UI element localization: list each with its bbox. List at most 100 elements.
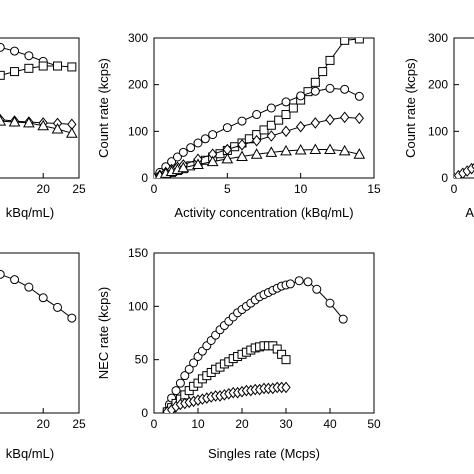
y-tick-label: 0: [141, 171, 148, 185]
data-point: [353, 148, 366, 159]
data-point: [178, 147, 188, 157]
x-tick-label: 30: [279, 417, 293, 431]
plot-frame: [153, 252, 375, 414]
data-point: [171, 386, 181, 396]
data-point: [193, 138, 203, 148]
series-circle: [154, 83, 364, 178]
x-tick-label: 50: [367, 417, 381, 431]
data-point: [340, 111, 350, 124]
x-tick-label: 0: [151, 417, 158, 431]
data-point: [340, 38, 350, 45]
series-circle: [162, 276, 348, 413]
data-point: [237, 116, 247, 126]
panel-top-middle: 0 5 10 15 0 100 200 300 Activity concentration (…: [96, 31, 381, 220]
data-point: [303, 277, 313, 287]
y-tick-label: 100: [128, 299, 148, 313]
y-axis-label: Count rate (kcps): [96, 58, 111, 158]
data-point: [10, 275, 20, 285]
data-point: [237, 139, 247, 151]
data-point: [65, 127, 78, 138]
data-point: [265, 146, 278, 157]
data-point: [288, 103, 298, 113]
data-point: [180, 371, 190, 381]
data-point: [309, 143, 322, 155]
data-point: [296, 120, 306, 133]
data-point: [189, 358, 199, 368]
data-point: [310, 86, 320, 96]
y-tick-label: 150: [128, 246, 148, 260]
data-point: [266, 120, 276, 130]
series-diamond: [162, 381, 291, 413]
data-point: [354, 38, 364, 44]
data-point: [38, 293, 48, 303]
data-point: [325, 298, 335, 308]
series-triangle: [154, 143, 366, 178]
panel-bottom-middle: 0 10 20 30 40 50 0 50 100 150 Singles rate (Mcps) N…: [96, 246, 381, 461]
data-point: [281, 355, 291, 365]
data-point: [222, 123, 232, 133]
data-point: [338, 144, 351, 156]
x-axis-label: A: [465, 205, 474, 220]
data-point: [38, 61, 48, 71]
data-point: [252, 110, 262, 120]
data-point: [24, 282, 34, 292]
x-tick-label: 15: [367, 182, 381, 196]
y-axis-label: Count rate (kcps): [403, 58, 418, 158]
y-tick-label: 300: [428, 31, 448, 45]
data-point: [221, 152, 234, 164]
data-point: [281, 97, 291, 107]
y-tick-label: 100: [128, 124, 148, 138]
data-point: [354, 91, 364, 101]
x-axis-label: Activity concentration (kBq/mL): [174, 205, 353, 220]
data-point: [0, 70, 5, 80]
data-point: [266, 103, 276, 113]
data-point: [310, 117, 320, 129]
data-point: [259, 125, 269, 135]
data-point: [338, 314, 348, 324]
series-square: [0, 61, 77, 80]
plot-area: [154, 38, 366, 178]
data-point: [208, 130, 218, 140]
data-point: [10, 67, 20, 77]
data-point: [67, 313, 77, 323]
data-point: [172, 152, 182, 162]
data-point: [175, 378, 185, 388]
data-point: [281, 125, 291, 138]
data-point: [0, 42, 5, 52]
plot-area: [454, 162, 474, 178]
x-tick-label: 25: [72, 417, 86, 431]
data-point: [186, 143, 196, 153]
data-point: [325, 113, 335, 126]
x-tick-label: 0: [451, 182, 458, 196]
data-point: [294, 143, 307, 155]
data-point: [354, 112, 364, 125]
x-tick-label: 20: [37, 182, 51, 196]
data-point: [310, 77, 320, 87]
data-point: [8, 115, 21, 127]
x-tick-label: 5: [224, 182, 231, 196]
data-point: [206, 155, 219, 167]
data-point: [252, 134, 262, 147]
plot-area: [0, 42, 78, 138]
data-point: [280, 144, 292, 156]
data-point: [274, 115, 284, 125]
y-tick-label: 0: [141, 406, 148, 420]
data-point: [51, 122, 64, 134]
plot-area: [162, 276, 348, 413]
data-point: [281, 381, 291, 394]
data-point: [296, 91, 306, 101]
y-tick-label: 200: [428, 78, 448, 92]
x-axis-label: Singles rate (Mcps): [208, 446, 320, 461]
data-point: [294, 276, 304, 286]
data-point: [67, 62, 77, 72]
y-tick-label: 100: [428, 124, 448, 138]
series-diamond: [454, 162, 474, 178]
x-tick-label: 25: [72, 182, 86, 196]
data-point: [37, 119, 50, 131]
plot-area: [0, 269, 77, 323]
data-point: [236, 150, 248, 162]
data-point: [177, 161, 190, 173]
data-point: [53, 61, 63, 71]
x-axis-label: kBq/mL): [6, 205, 54, 220]
